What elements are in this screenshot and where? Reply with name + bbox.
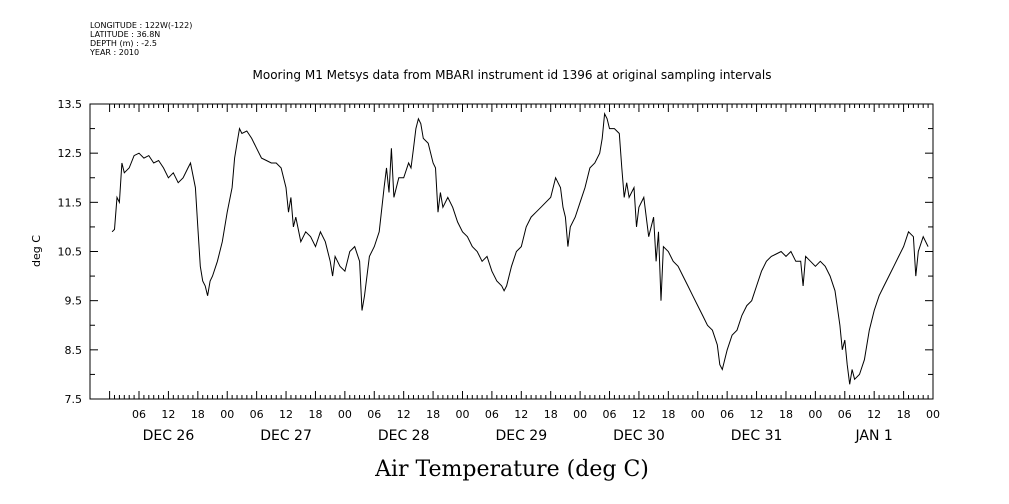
depth-text: DEPTH (m) : -2.5 [90, 39, 157, 48]
x-tick-label: 06 [132, 408, 146, 421]
y-tick-label: 8.5 [65, 344, 83, 357]
day-label: DEC 30 [613, 428, 665, 444]
x-tick-label: 18 [544, 408, 558, 421]
day-label: JAN 1 [855, 428, 893, 444]
x-tick-label: 06 [250, 408, 264, 421]
longitude-text: LONGITUDE : 122W(-122) [90, 21, 192, 30]
year-text: YEAR : 2010 [89, 48, 139, 57]
day-label: DEC 28 [378, 428, 430, 444]
x-tick-label: 12 [279, 408, 293, 421]
y-tick-label: 7.5 [65, 393, 83, 406]
y-tick-label: 13.5 [58, 98, 83, 111]
x-tick-label: 12 [867, 408, 881, 421]
day-label: DEC 26 [143, 428, 195, 444]
x-tick-label: 12 [632, 408, 646, 421]
x-tick-label: 00 [455, 408, 469, 421]
x-tick-label: 18 [191, 408, 205, 421]
x-tick-label: 06 [367, 408, 381, 421]
x-tick-label: 18 [779, 408, 793, 421]
y-axis: 7.5 8.5 9.5 10.5 11.5 12.5 13.5 [58, 98, 933, 406]
x-tick-label: 12 [161, 408, 175, 421]
x-tick-label: 12 [750, 408, 764, 421]
x-tick-label: 06 [485, 408, 499, 421]
x-tick-label: 00 [573, 408, 587, 421]
y-tick-label: 9.5 [65, 295, 83, 308]
chart-title: Mooring M1 Metsys data from MBARI instru… [253, 68, 772, 82]
x-tick-label: 00 [926, 408, 940, 421]
y-tick-label: 11.5 [58, 196, 83, 209]
x-tick-label: 18 [661, 408, 675, 421]
x-tick-label: 12 [397, 408, 411, 421]
plot-frame [89, 103, 934, 400]
x-axis-title: Air Temperature (deg C) [374, 457, 649, 482]
x-tick-label: 12 [514, 408, 528, 421]
day-label: DEC 29 [495, 428, 547, 444]
latitude-text: LATITUDE : 36.8N [90, 30, 160, 39]
x-tick-label: 06 [603, 408, 617, 421]
y-tick-label: 10.5 [58, 246, 83, 259]
x-tick-label: 06 [720, 408, 734, 421]
x-tick-label: 18 [897, 408, 911, 421]
x-tick-label: 18 [426, 408, 440, 421]
x-axis: 06 12 18 00 06 12 18 00 06 12 18 00 06 12 18 00 06 12 18 00… [109, 104, 940, 444]
y-axis-label: deg C [30, 235, 43, 267]
y-tick-label: 12.5 [58, 147, 83, 160]
day-label: DEC 27 [260, 428, 312, 444]
day-label: DEC 31 [731, 428, 783, 444]
x-tick-label: 00 [338, 408, 352, 421]
x-tick-label: 00 [220, 408, 234, 421]
x-tick-label: 18 [308, 408, 322, 421]
x-tick-label: 00 [691, 408, 705, 421]
series-line [111, 112, 929, 385]
x-tick-label: 06 [838, 408, 852, 421]
x-tick-label: 00 [808, 408, 822, 421]
